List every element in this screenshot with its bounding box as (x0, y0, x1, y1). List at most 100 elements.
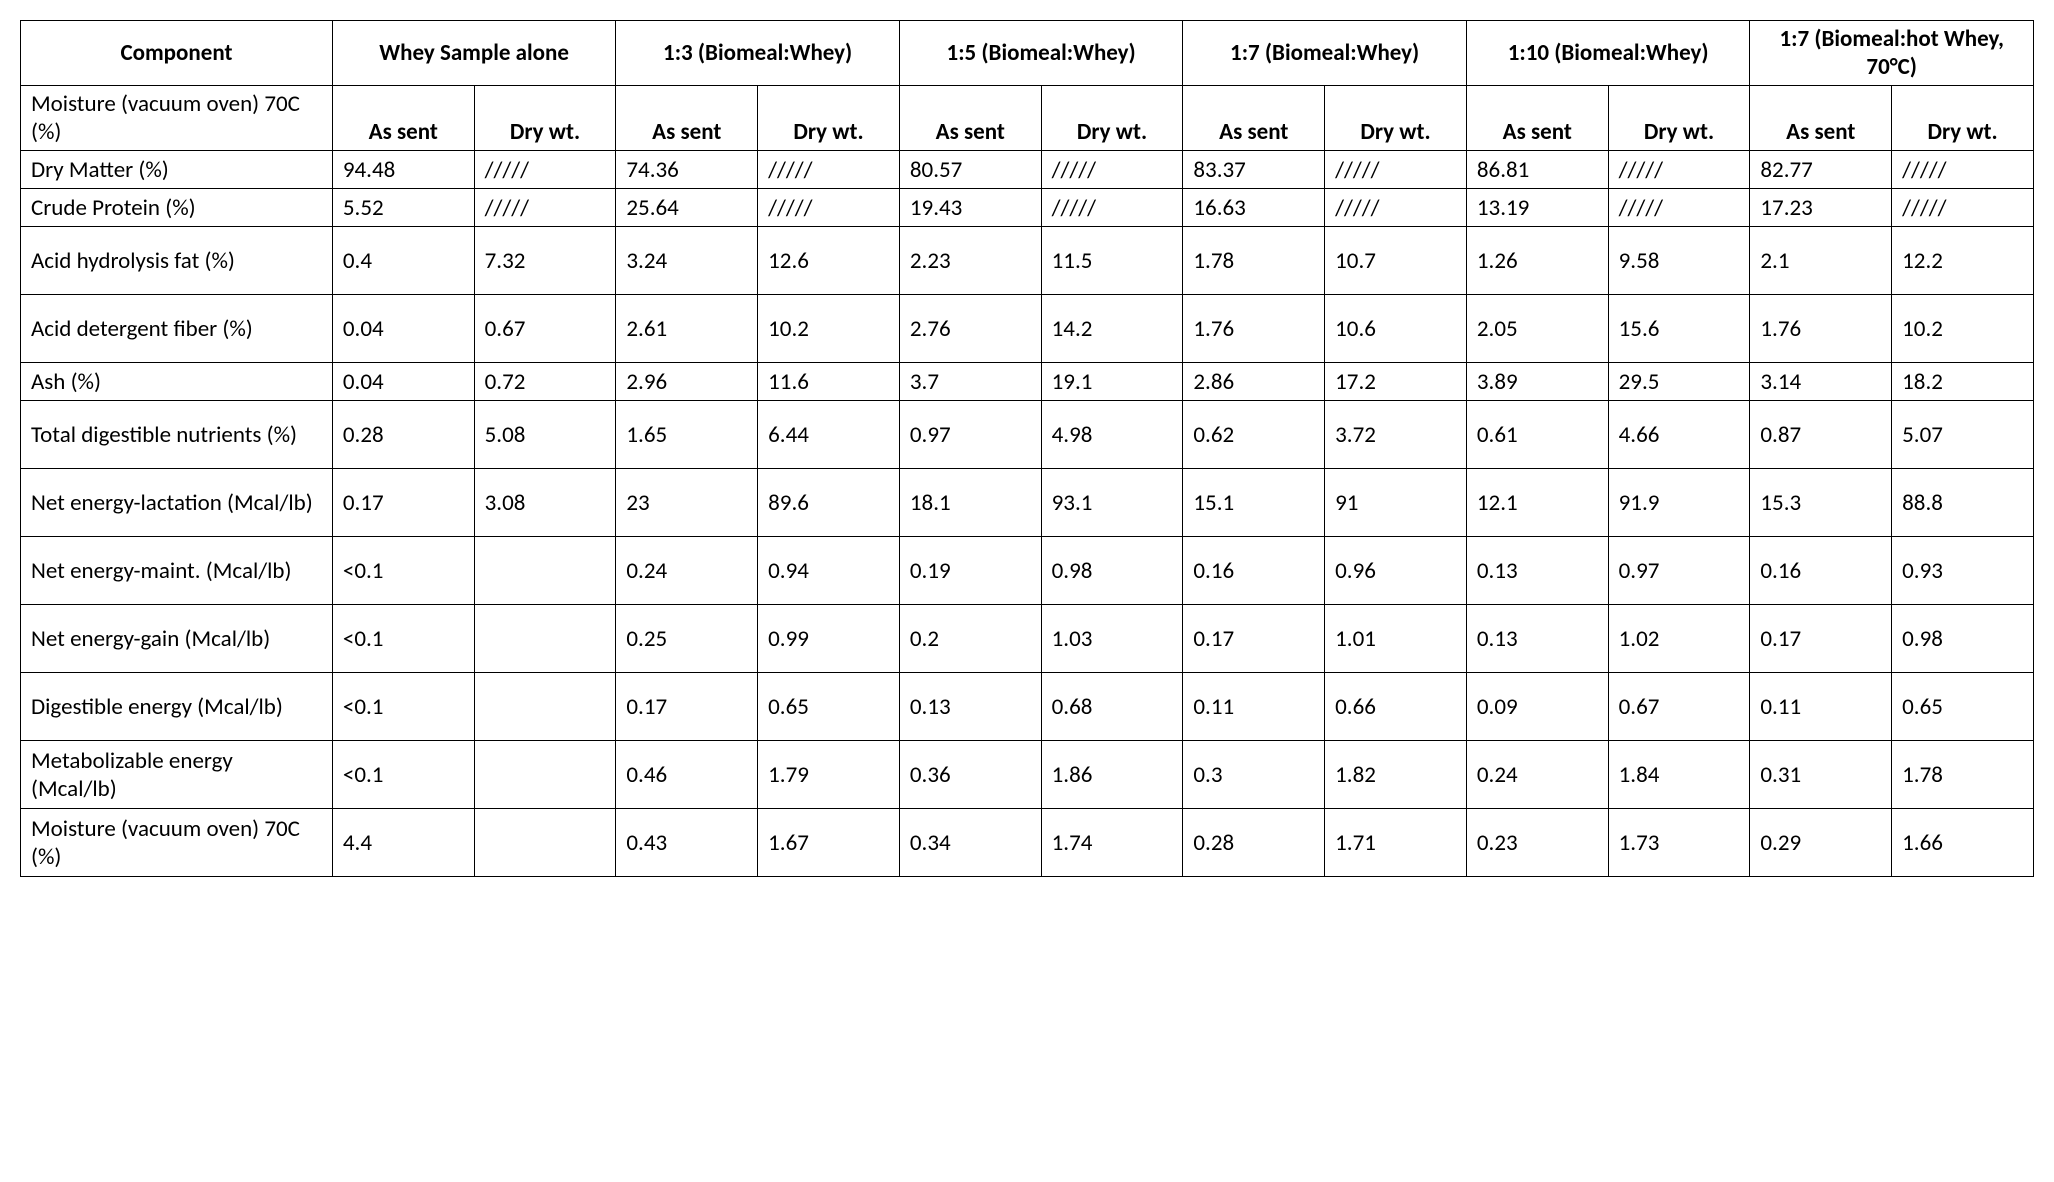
data-cell: 0.72 (474, 363, 616, 401)
data-cell: 0.67 (474, 295, 616, 363)
table-row: Metabolizable energy (Mcal/lb)<0.1 0.46 1.… (21, 741, 2034, 809)
data-cell: 0.04 (332, 363, 474, 401)
data-cell: 0.96 (1325, 537, 1467, 605)
data-cell: 0.11 (1750, 673, 1892, 741)
row-label: Moisture (vacuum oven) 70C (%) (21, 86, 333, 151)
data-cell: 14.2 (1041, 295, 1183, 363)
data-cell: 2.96 (616, 363, 758, 401)
data-cell: 3.7 (899, 363, 1041, 401)
data-cell: 0.65 (758, 673, 900, 741)
row-label: Net energy-maint. (Mcal/lb) (21, 537, 333, 605)
data-cell: 0.36 (899, 741, 1041, 809)
data-cell: 0.67 (1608, 673, 1750, 741)
data-cell: 82.77 (1750, 151, 1892, 189)
data-cell: <0.1 (332, 673, 474, 741)
data-cell: 0.2 (899, 605, 1041, 673)
data-cell: 0.13 (1466, 605, 1608, 673)
data-cell: 10.6 (1325, 295, 1467, 363)
data-cell: 0.46 (616, 741, 758, 809)
data-cell: 1.01 (1325, 605, 1467, 673)
data-cell: 88.8 (1892, 469, 2034, 537)
data-cell: ///// (758, 151, 900, 189)
data-cell: 0.68 (1041, 673, 1183, 741)
data-cell: 0.3 (1183, 741, 1325, 809)
group-header-whey: Whey Sample alone (332, 21, 616, 86)
data-cell: As sent (1750, 86, 1892, 151)
data-cell: 15.6 (1608, 295, 1750, 363)
data-cell: 83.37 (1183, 151, 1325, 189)
data-cell: 19.43 (899, 189, 1041, 227)
group-header-1-7: 1:7 (Biomeal:Whey) (1183, 21, 1467, 86)
data-cell: 0.94 (758, 537, 900, 605)
data-cell (474, 673, 616, 741)
group-header-1-7-hot: 1:7 (Biomeal:hot Whey, 70°C) (1750, 21, 2034, 86)
data-cell: 74.36 (616, 151, 758, 189)
group-header-1-10: 1:10 (Biomeal:Whey) (1466, 21, 1750, 86)
table-row: Ash (%)0.040.722.9611.63.719.12.8617.23.… (21, 363, 2034, 401)
data-cell: 0.61 (1466, 401, 1608, 469)
data-cell: ///// (1325, 189, 1467, 227)
table-row: Acid detergent fiber (%)0.040.672.6110.2… (21, 295, 2034, 363)
data-cell: 0.16 (1750, 537, 1892, 605)
data-cell: 17.2 (1325, 363, 1467, 401)
data-cell: 80.57 (899, 151, 1041, 189)
data-cell: As sent (616, 86, 758, 151)
data-cell: 9.58 (1608, 227, 1750, 295)
data-cell: 1.73 (1608, 809, 1750, 877)
row-label: Metabolizable energy (Mcal/lb) (21, 741, 333, 809)
data-cell: ///// (474, 151, 616, 189)
data-cell: As sent (1183, 86, 1325, 151)
data-cell (474, 741, 616, 809)
row-label: Acid detergent fiber (%) (21, 295, 333, 363)
data-cell: 5.07 (1892, 401, 2034, 469)
data-cell: 1.78 (1892, 741, 2034, 809)
data-cell: 25.64 (616, 189, 758, 227)
data-cell: 11.6 (758, 363, 900, 401)
data-cell: 0.17 (332, 469, 474, 537)
data-cell: 0.16 (1183, 537, 1325, 605)
data-cell: ///// (1325, 151, 1467, 189)
data-cell: ///// (1892, 151, 2034, 189)
data-cell: Dry wt. (758, 86, 900, 151)
data-cell: 0.29 (1750, 809, 1892, 877)
table-row: Moisture (vacuum oven) 70C (%)As sentDry… (21, 86, 2034, 151)
data-cell: 12.2 (1892, 227, 2034, 295)
data-cell: 2.76 (899, 295, 1041, 363)
data-cell: ///// (1041, 189, 1183, 227)
group-header-1-3: 1:3 (Biomeal:Whey) (616, 21, 900, 86)
data-cell: 0.99 (758, 605, 900, 673)
data-cell: 1.78 (1183, 227, 1325, 295)
data-cell: 89.6 (758, 469, 900, 537)
data-cell: 0.66 (1325, 673, 1467, 741)
data-cell: <0.1 (332, 741, 474, 809)
data-cell: 91.9 (1608, 469, 1750, 537)
table-row: Net energy-gain (Mcal/lb)<0.10.250.990.2… (21, 605, 2034, 673)
data-cell: 0.43 (616, 809, 758, 877)
data-cell: ///// (1892, 189, 2034, 227)
group-header-1-5: 1:5 (Biomeal:Whey) (899, 21, 1183, 86)
data-cell: 18.2 (1892, 363, 2034, 401)
data-cell: <0.1 (332, 605, 474, 673)
data-cell: 10.2 (1892, 295, 2034, 363)
table-body: Moisture (vacuum oven) 70C (%)As sentDry… (21, 86, 2034, 877)
data-cell: 0.17 (616, 673, 758, 741)
data-cell: 5.52 (332, 189, 474, 227)
data-cell: 0.28 (1183, 809, 1325, 877)
data-cell: 1.65 (616, 401, 758, 469)
data-cell: 1.26 (1466, 227, 1608, 295)
data-cell: 0.13 (899, 673, 1041, 741)
data-cell (474, 537, 616, 605)
data-cell: As sent (899, 86, 1041, 151)
data-cell: 1.66 (1892, 809, 2034, 877)
data-cell (474, 605, 616, 673)
data-cell: 17.23 (1750, 189, 1892, 227)
table-row: Total digestible nutrients (%)0.285.081.… (21, 401, 2034, 469)
data-cell: 3.08 (474, 469, 616, 537)
row-label: Total digestible nutrients (%) (21, 401, 333, 469)
data-cell: 0.93 (1892, 537, 2034, 605)
data-cell: 0.34 (899, 809, 1041, 877)
data-cell: 2.61 (616, 295, 758, 363)
data-cell: Dry wt. (1325, 86, 1467, 151)
data-cell: 0.31 (1750, 741, 1892, 809)
data-cell: 1.02 (1608, 605, 1750, 673)
